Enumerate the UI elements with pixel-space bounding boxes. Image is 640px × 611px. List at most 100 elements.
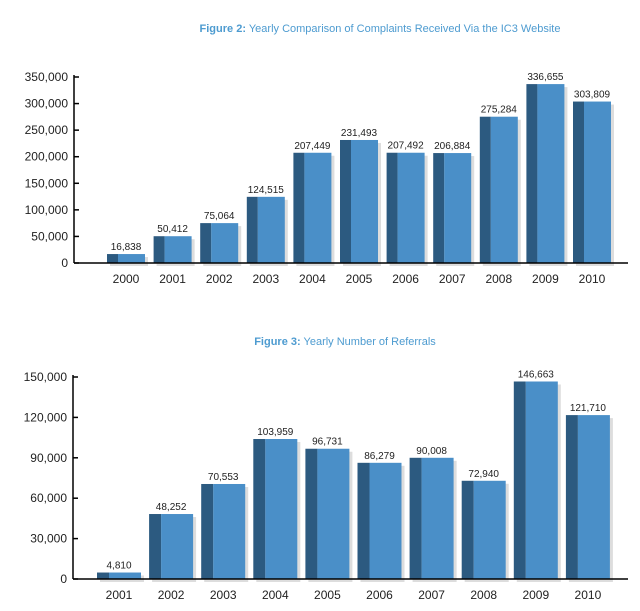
data-label: 206,884 — [434, 141, 471, 152]
data-label: 121,710 — [570, 403, 607, 414]
bar — [317, 448, 350, 579]
x-tick-label: 2005 — [314, 588, 341, 602]
x-tick-label: 2007 — [439, 272, 466, 286]
bar-side — [201, 483, 214, 579]
bar-side — [246, 196, 258, 263]
bar-side — [433, 153, 445, 263]
bar — [444, 153, 472, 263]
data-label: 303,809 — [574, 90, 611, 101]
bar-side — [479, 116, 491, 264]
bar-side — [526, 84, 538, 263]
x-tick-label: 2003 — [210, 588, 237, 602]
x-tick-label: 2010 — [579, 272, 606, 286]
data-label: 4,810 — [106, 561, 131, 572]
chart2-title: Figure 3: Yearly Number of Referrals — [254, 336, 436, 348]
x-tick-label: 2002 — [158, 588, 185, 602]
x-tick-label: 2005 — [346, 272, 373, 286]
data-label: 72,940 — [468, 469, 499, 480]
x-tick-label: 2006 — [392, 272, 419, 286]
bar — [490, 116, 518, 264]
bar-side — [153, 236, 165, 263]
bar — [584, 101, 611, 264]
bar-side — [253, 439, 266, 579]
x-tick-label: 2004 — [299, 272, 326, 286]
bar-side — [200, 223, 212, 263]
bar-side — [461, 480, 474, 579]
y-tick-label: 200,000 — [25, 150, 69, 164]
data-label: 207,492 — [388, 141, 425, 152]
bar — [369, 462, 402, 579]
y-tick-label: 350,000 — [25, 70, 69, 84]
chart2: 0 30,000 60,000 90,000 120,000 150,000 4,810 20… — [24, 369, 628, 602]
x-tick-label: 2007 — [418, 588, 445, 602]
bar — [304, 152, 332, 263]
y-tick-label: 120,000 — [24, 410, 68, 424]
data-label: 336,655 — [527, 72, 564, 83]
data-label: 50,412 — [157, 224, 188, 235]
x-tick-label: 2004 — [262, 588, 289, 602]
bar-side — [513, 381, 526, 579]
bar-side — [573, 101, 584, 264]
bar-side — [357, 462, 370, 579]
x-tick-label: 2008 — [485, 272, 512, 286]
y-tick-label: 50,000 — [31, 229, 68, 243]
bar-side — [107, 254, 118, 263]
bar — [351, 139, 378, 263]
data-label: 90,008 — [416, 446, 447, 457]
y-tick-label: 30,000 — [30, 532, 67, 546]
bar-side — [305, 448, 318, 579]
data-label: 48,252 — [156, 502, 187, 513]
bar-side — [149, 514, 162, 579]
x-tick-label: 2006 — [366, 588, 393, 602]
bar — [109, 572, 141, 579]
chart1-title: Figure 2: Yearly Comparison of Complaint… — [200, 23, 561, 35]
bar — [161, 514, 194, 579]
bar-side — [293, 152, 305, 263]
bar — [397, 152, 425, 263]
bar — [257, 196, 285, 263]
data-label: 70,553 — [208, 472, 239, 483]
bar-side — [565, 415, 578, 579]
x-tick-label: 2001 — [159, 272, 186, 286]
data-label: 103,959 — [257, 427, 294, 438]
y-tick-label: 0 — [60, 572, 67, 586]
data-label: 275,284 — [481, 105, 518, 116]
x-tick-label: 2010 — [575, 588, 602, 602]
data-label: 207,449 — [294, 141, 331, 152]
data-label: 124,515 — [248, 185, 285, 196]
x-tick-label: 2002 — [206, 272, 233, 286]
data-label: 86,279 — [364, 451, 395, 462]
x-tick-label: 2001 — [106, 588, 133, 602]
y-tick-label: 60,000 — [30, 491, 67, 505]
x-tick-label: 2009 — [522, 588, 549, 602]
x-tick-label: 2009 — [532, 272, 559, 286]
data-label: 75,064 — [204, 211, 235, 222]
bar-side — [97, 572, 109, 579]
bar-side — [340, 139, 351, 263]
y-tick-label: 250,000 — [25, 123, 69, 137]
bar — [118, 254, 145, 263]
bar-side — [409, 457, 422, 579]
y-tick-label: 150,000 — [24, 370, 68, 384]
data-label: 16,838 — [111, 242, 142, 253]
bar — [525, 381, 558, 579]
bar — [265, 439, 298, 579]
bar — [164, 236, 192, 263]
data-label: 231,493 — [341, 128, 378, 139]
bar — [213, 483, 246, 579]
bar-side — [386, 152, 398, 263]
y-tick-label: 150,000 — [25, 176, 69, 190]
bar — [537, 84, 565, 263]
bar — [577, 415, 610, 579]
y-tick-label: 300,000 — [25, 97, 69, 111]
x-tick-label: 2000 — [113, 272, 140, 286]
y-tick-label: 100,000 — [25, 203, 69, 217]
bar — [421, 457, 454, 579]
bar — [211, 223, 239, 263]
chart1: 0 50,000 100,000 150,000 200,000 250,000 300,0… — [25, 70, 628, 286]
bar — [473, 480, 506, 579]
data-label: 146,663 — [518, 369, 555, 380]
y-tick-label: 90,000 — [30, 451, 67, 465]
x-tick-label: 2003 — [252, 272, 279, 286]
